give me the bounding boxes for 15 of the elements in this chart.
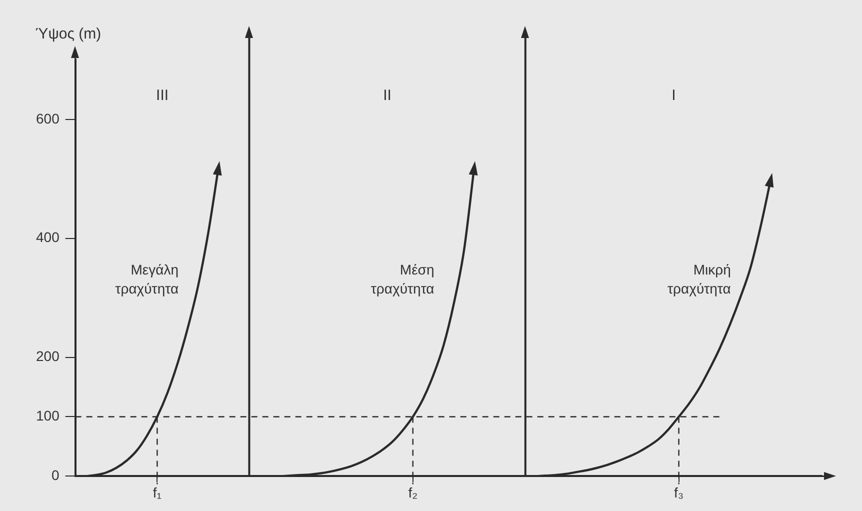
x-tick-label: f₁ xyxy=(152,484,162,500)
y-tick-label: 600 xyxy=(36,110,60,126)
annotation: II xyxy=(383,86,392,104)
y-tick-label: 400 xyxy=(36,229,60,246)
y-tick-label: 200 xyxy=(36,348,60,364)
y-tick-label: 100 xyxy=(36,408,60,424)
annotation: I xyxy=(672,86,676,104)
series-label: Μεγάλη τραχύτητα xyxy=(115,261,179,296)
y-axis-title: Ύψος (m) xyxy=(35,26,102,43)
y-tick-label: 0 xyxy=(52,467,60,484)
x-tick-label: f₂ xyxy=(408,484,418,500)
x-tick-label: f₃ xyxy=(674,484,684,500)
series-label: Μικρή τραχύτητα xyxy=(668,261,731,296)
annotation: III xyxy=(156,86,169,104)
series-label: Μέση τραχύτητα xyxy=(370,261,434,296)
